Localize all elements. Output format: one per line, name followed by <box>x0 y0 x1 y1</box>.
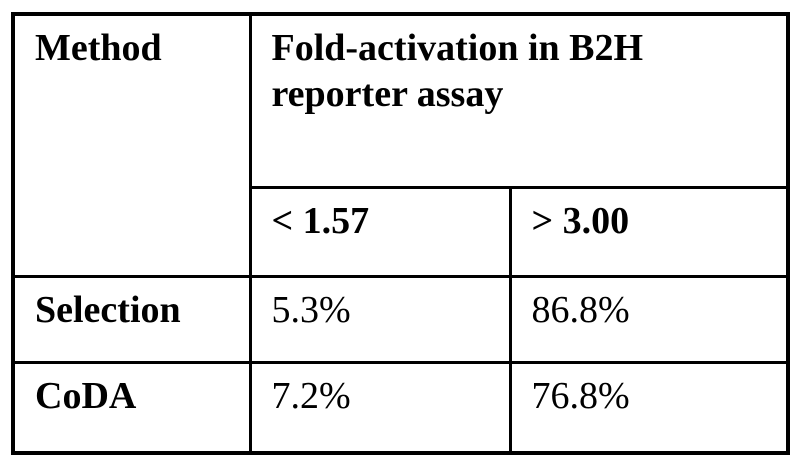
selection-gt-300-value: 86.8% <box>508 274 790 364</box>
table-header-row: Method Fold-activation in B2H reporter a… <box>11 12 790 278</box>
subheader-gt-300-cell: > 3.00 <box>508 185 790 278</box>
table-row-coda: CoDA 7.2% 76.8% <box>11 360 790 455</box>
coda-lt-157-value: 7.2% <box>248 360 512 455</box>
selection-lt-157-value: 5.3% <box>248 274 512 364</box>
row-label-coda: CoDA <box>11 360 252 455</box>
coda-gt-300-value: 76.8% <box>508 360 790 455</box>
subheader-lt-157-cell: < 1.57 <box>248 185 512 278</box>
fold-activation-header-cell: Fold-activation in B2H reporter assay <box>248 12 790 189</box>
results-table: Method Fold-activation in B2H reporter a… <box>11 12 790 455</box>
table-row-selection: Selection 5.3% 86.8% <box>11 274 790 364</box>
method-header-cell: Method <box>11 12 252 278</box>
row-label-selection: Selection <box>11 274 252 364</box>
table-subheader-row: < 1.57 > 3.00 <box>13 185 790 278</box>
